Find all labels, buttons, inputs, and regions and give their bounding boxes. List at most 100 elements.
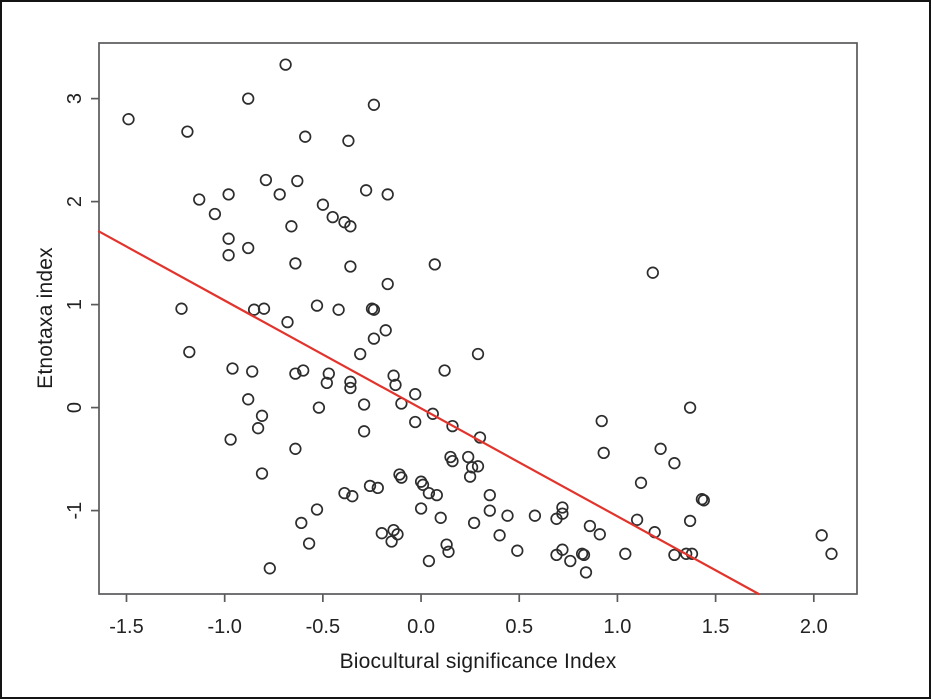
data-point xyxy=(668,457,681,470)
data-point xyxy=(357,425,371,438)
data-point xyxy=(246,365,259,378)
data-point xyxy=(226,362,239,375)
data-point xyxy=(181,125,194,138)
data-point xyxy=(289,257,302,270)
data-point xyxy=(291,174,304,188)
y-tick-label: 0 xyxy=(64,402,86,413)
data-point xyxy=(440,538,453,551)
data-point xyxy=(395,471,408,484)
data-point xyxy=(430,488,443,502)
data-point xyxy=(583,519,597,533)
data-point xyxy=(222,249,235,262)
data-point xyxy=(387,369,400,382)
data-point xyxy=(312,401,326,414)
data-point xyxy=(346,490,359,503)
data-point xyxy=(359,184,373,197)
data-point xyxy=(442,545,455,558)
data-point xyxy=(630,513,644,526)
data-point xyxy=(683,514,697,528)
data-point xyxy=(438,364,451,377)
data-point xyxy=(528,509,542,522)
data-point xyxy=(183,345,196,359)
data-point xyxy=(257,302,271,315)
data-point xyxy=(363,479,377,493)
data-point xyxy=(501,509,514,522)
data-point xyxy=(556,507,569,520)
data-point xyxy=(483,504,496,517)
data-point xyxy=(511,544,524,557)
data-point xyxy=(697,494,710,507)
data-point xyxy=(122,113,135,126)
data-point xyxy=(367,332,381,345)
data-point xyxy=(825,547,838,560)
data-point xyxy=(320,376,333,390)
data-point xyxy=(422,486,436,500)
data-point xyxy=(222,232,235,245)
data-point xyxy=(422,554,436,568)
data-point xyxy=(371,481,384,495)
data-point xyxy=(593,528,606,541)
data-point xyxy=(595,414,608,428)
data-point xyxy=(255,409,269,422)
data-point xyxy=(354,347,367,361)
y-tick-label: -1 xyxy=(64,502,86,520)
data-point xyxy=(310,503,324,516)
data-point xyxy=(434,511,447,524)
data-point xyxy=(289,367,302,380)
data-point xyxy=(242,241,255,255)
x-tick-label: -0.5 xyxy=(306,616,340,638)
data-point xyxy=(316,198,330,211)
data-point xyxy=(344,220,357,233)
data-point xyxy=(310,299,324,312)
data-point xyxy=(297,364,310,377)
data-point xyxy=(446,419,459,433)
data-point xyxy=(242,92,255,105)
x-tick-label: 2.0 xyxy=(800,616,828,638)
data-point xyxy=(344,381,357,395)
data-point xyxy=(577,548,591,562)
data-point xyxy=(556,543,569,556)
data-point xyxy=(375,527,388,540)
data-point xyxy=(564,554,577,568)
data-point xyxy=(273,188,286,201)
data-point xyxy=(634,476,648,489)
x-tick-label: -1.0 xyxy=(207,616,241,638)
data-point xyxy=(367,98,381,111)
data-point xyxy=(242,393,255,406)
data-point xyxy=(815,529,828,542)
data-point xyxy=(493,529,506,542)
data-point xyxy=(365,302,379,315)
data-point xyxy=(483,488,496,502)
data-point xyxy=(289,442,302,455)
data-point xyxy=(680,547,693,560)
data-point xyxy=(379,324,392,337)
data-point xyxy=(338,486,351,500)
data-point xyxy=(255,467,269,480)
data-point xyxy=(579,566,593,579)
x-tick-label: -1.5 xyxy=(109,616,143,638)
data-point xyxy=(471,460,485,473)
data-point xyxy=(299,130,312,143)
data-point xyxy=(416,478,430,491)
data-point xyxy=(414,502,428,515)
data-point xyxy=(446,454,459,468)
x-tick-label: 0.5 xyxy=(505,616,533,638)
data-point xyxy=(342,134,355,147)
data-point xyxy=(467,516,481,530)
y-tick-label: 3 xyxy=(64,93,86,104)
data-point xyxy=(357,398,371,411)
data-point xyxy=(222,188,235,201)
data-point xyxy=(463,470,477,483)
data-point xyxy=(654,442,667,455)
data-point xyxy=(208,207,222,221)
data-point xyxy=(426,407,439,420)
data-point xyxy=(279,58,292,71)
data-point xyxy=(175,302,188,315)
x-tick-label: 0.0 xyxy=(407,616,435,638)
data-point xyxy=(281,315,294,329)
plot-frame xyxy=(98,42,858,595)
data-point xyxy=(646,266,659,279)
y-tick-label: 1 xyxy=(64,299,86,310)
x-tick-label: 1.5 xyxy=(702,616,730,638)
